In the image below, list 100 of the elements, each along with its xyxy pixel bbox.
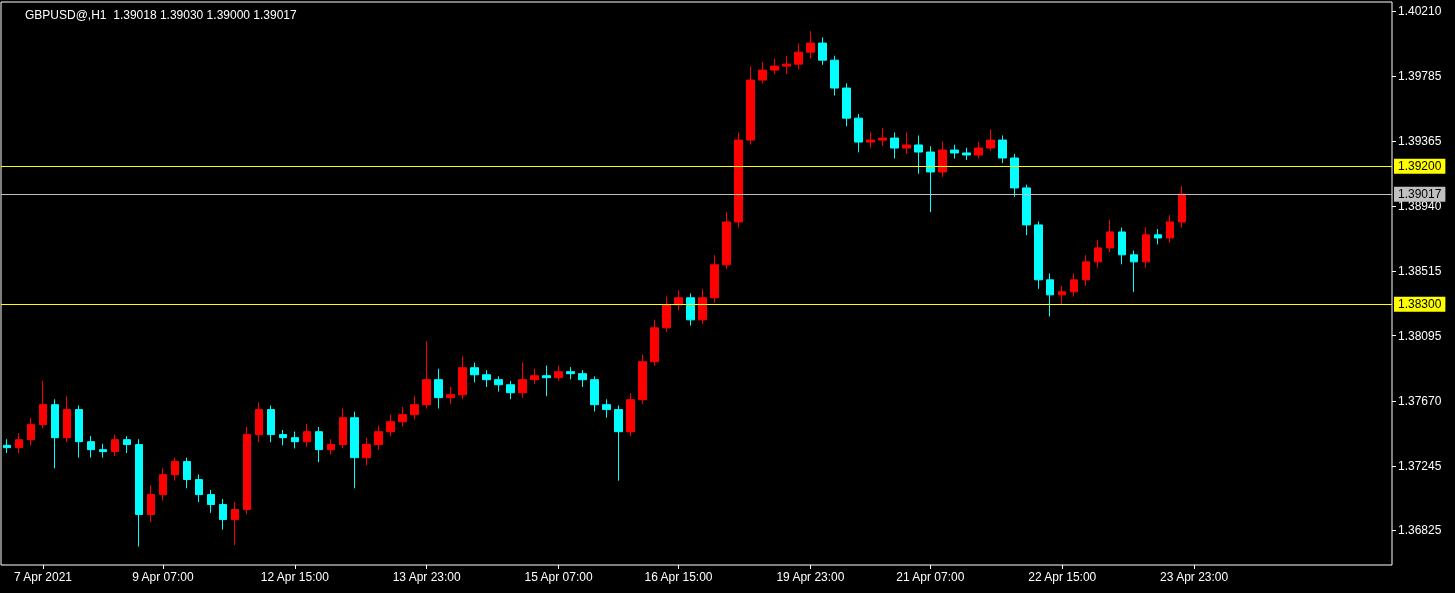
candlestick (291, 431, 299, 449)
x-tick-label: 22 Apr 15:00 (1028, 570, 1097, 584)
candlestick (734, 131, 743, 229)
x-tick-label: 15 Apr 07:00 (524, 570, 593, 584)
candlestick (315, 426, 323, 463)
candlestick (1154, 228, 1162, 245)
candlestick (938, 141, 947, 178)
candlestick (554, 365, 563, 382)
candlestick (1010, 153, 1019, 198)
candlestick (75, 404, 83, 459)
y-tick-label: 1.38515 (1398, 264, 1442, 279)
x-tick-label: 13 Apr 23:00 (392, 570, 462, 584)
candlestick (171, 457, 179, 482)
candlestick (1058, 285, 1066, 305)
candlestick (914, 134, 923, 175)
candlestick (398, 406, 407, 428)
candlestick (950, 144, 959, 159)
candlestick (1166, 214, 1174, 244)
candlestick (123, 435, 131, 454)
candlestick (854, 113, 863, 153)
x-tick-label: 12 Apr 15:00 (260, 570, 330, 584)
candlestick (410, 395, 419, 420)
candlestick (542, 365, 551, 397)
candlestick (926, 145, 935, 213)
candlestick (878, 127, 887, 147)
candlestick (1142, 227, 1150, 268)
x-tick-label: 16 Apr 15:00 (644, 570, 713, 584)
candlestick (578, 369, 587, 388)
candlestick (219, 498, 227, 531)
candlestick (51, 398, 59, 469)
candlestick (566, 366, 575, 380)
candlestick (974, 141, 983, 159)
candlestick (530, 368, 539, 385)
candlestick (806, 30, 815, 60)
candlestick (99, 443, 107, 459)
candlestick (698, 288, 707, 325)
x-tick-label: 7 Apr 2021 (13, 570, 73, 584)
y-tick-label: 1.40210 (1398, 4, 1442, 19)
candlestick (650, 319, 659, 367)
candlestick (350, 411, 359, 489)
candlestick (386, 414, 395, 437)
candlestick (770, 58, 779, 75)
candlestick (842, 82, 851, 127)
candlestick (422, 340, 431, 410)
candlestick (339, 408, 347, 449)
candlestick (27, 417, 35, 446)
candlestick (746, 65, 755, 146)
candlestick (1082, 254, 1090, 287)
ref-line-label: 1.38300 (1398, 297, 1442, 312)
candlestick (279, 429, 287, 446)
candlestick (39, 380, 47, 429)
candlestick (866, 131, 875, 149)
candlestick (890, 131, 899, 159)
candlestick (986, 128, 995, 152)
candlestick (962, 147, 971, 161)
candlestick (1034, 220, 1043, 290)
candlestick (267, 404, 275, 443)
candlestick (614, 404, 623, 482)
candlestick (374, 424, 383, 451)
x-tick-label: 9 Apr 07:00 (132, 570, 194, 584)
candlestick (758, 61, 767, 84)
candlestick (902, 131, 911, 155)
ref-line-label: 1.39200 (1398, 159, 1442, 174)
candlestick (458, 355, 467, 400)
candlestick (1106, 219, 1114, 253)
y-tick-label: 1.36825 (1398, 523, 1442, 538)
candlestick (446, 386, 455, 405)
candlestick (518, 362, 527, 399)
candlestick (327, 438, 335, 456)
candlestick (195, 473, 203, 503)
x-tick-label: 23 Apr 23:00 (1160, 570, 1229, 584)
y-tick-label: 1.38940 (1398, 199, 1442, 214)
candlestick (494, 375, 503, 393)
candlestick (626, 392, 635, 437)
candlestick (1022, 184, 1031, 236)
candlestick (147, 484, 155, 523)
candlestick (1178, 185, 1186, 229)
candlestick (243, 426, 251, 515)
candlestick (470, 362, 479, 383)
candlestick (722, 211, 731, 270)
candlestick (159, 467, 167, 502)
candlestick (3, 438, 11, 454)
candlestick (710, 254, 719, 304)
candlestick (111, 434, 119, 457)
candlestick (638, 354, 647, 405)
candlestick (818, 36, 827, 66)
candlestick (1094, 239, 1102, 268)
y-tick-label: 1.39365 (1398, 133, 1442, 148)
y-tick-label: 1.37245 (1398, 459, 1442, 474)
candlestick (830, 55, 839, 97)
candlestick (207, 489, 215, 514)
candlestick (362, 437, 371, 466)
candlestick (434, 368, 443, 410)
candlestick (482, 369, 491, 388)
x-tick-label: 19 Apr 23:00 (776, 570, 845, 584)
y-tick-label: 1.39785 (1398, 69, 1442, 84)
candlestick (782, 55, 791, 75)
text: GBPUSD@,H1 1.39018 1.39030 1.39000 1.39017 (25, 8, 298, 22)
x-tick-label: 21 Apr 07:00 (896, 570, 965, 584)
candlestick (1046, 273, 1054, 317)
